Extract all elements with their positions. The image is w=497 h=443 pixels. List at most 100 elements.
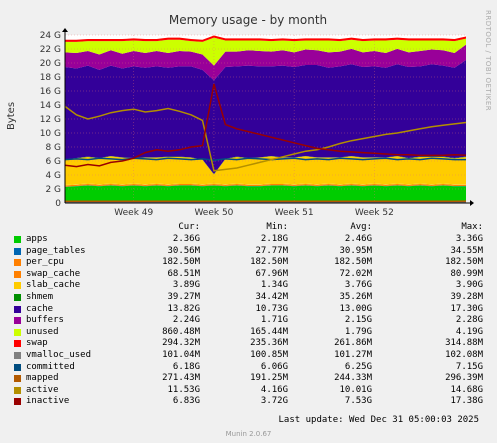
- x-tick-label: Week 50: [194, 208, 233, 218]
- legend-swatch: [14, 317, 21, 325]
- line-active: [64, 105, 467, 172]
- legend-avg: 30.95M: [339, 245, 372, 256]
- y-tick-label: 8 G: [45, 143, 61, 153]
- legend-cur: 2.24G: [172, 315, 200, 326]
- legend-avg: 2.15G: [344, 315, 372, 326]
- memory-chart: Memory usage - by month Bytes 0 2 G 4 G 6 G…: [0, 0, 497, 220]
- y-tick-label: 14 G: [40, 101, 61, 111]
- legend-row-swap: swap 294.32M 235.36M 261.86M 314.88M: [0, 338, 497, 350]
- legend-avg: 7.53G: [344, 396, 372, 407]
- legend-cur: 860.48M: [162, 326, 200, 337]
- area-unused: [65, 37, 466, 66]
- x-tick-label: Week 52: [355, 208, 394, 218]
- stacked-areas: [65, 35, 466, 203]
- line-series: [64, 83, 467, 204]
- legend-row-page_tables: page_tables 30.56M 27.77M 30.95M 34.55M: [0, 246, 497, 258]
- legend-avg: 244.33M: [334, 373, 372, 384]
- legend-avg: 1.79G: [344, 326, 372, 337]
- legend-header-max: Max:: [461, 222, 483, 232]
- legend-row-apps: apps 2.36G 2.18G 2.46G 3.36G: [0, 234, 497, 246]
- legend-max: 182.50M: [445, 257, 483, 268]
- legend-max: 102.08M: [445, 350, 483, 360]
- legend-swatch: [14, 375, 21, 383]
- legend-swatch: [14, 247, 21, 255]
- legend-max: 2.28G: [455, 315, 483, 326]
- legend-swatch: [14, 259, 21, 267]
- legend-avg: 101.27M: [334, 350, 372, 360]
- y-axis-arrow: [62, 28, 68, 32]
- legend-name: committed: [26, 361, 75, 372]
- area-page_tables: [65, 185, 466, 187]
- legend-avg: 261.86M: [334, 338, 372, 349]
- legend-min: 27.77M: [255, 245, 288, 256]
- y-tick-label: 6 G: [45, 157, 61, 167]
- rrdtool-watermark: RRDTOOL / TOBI OETIKER: [484, 10, 492, 112]
- y-tick-label: 22 G: [40, 45, 61, 55]
- legend-row-unused: unused 860.48M 165.44M 1.79G 4.19G: [0, 327, 497, 339]
- legend-max: 17.38G: [450, 396, 483, 407]
- legend-min: 1.71G: [260, 315, 288, 326]
- y-tick-label: 10 G: [40, 129, 61, 139]
- legend-name: shmem: [26, 292, 54, 302]
- legend-cur: 182.50M: [162, 257, 200, 268]
- legend-min: 182.50M: [250, 257, 288, 268]
- legend-cur: 294.32M: [162, 338, 200, 349]
- legend-avg: 35.26M: [339, 292, 372, 302]
- legend-avg: 72.02M: [339, 268, 372, 279]
- grid-lines: [65, 34, 466, 204]
- legend-min: 4.16G: [260, 384, 288, 395]
- legend-avg: 182.50M: [334, 257, 372, 268]
- legend-avg: 6.25G: [344, 361, 372, 372]
- legend-swatch: [14, 305, 21, 313]
- legend-name: inactive: [26, 396, 70, 407]
- area-apps: [65, 185, 466, 203]
- legend-swatch: [14, 363, 21, 371]
- area-per_cpu: [65, 184, 466, 187]
- legend-row-active: active 11.53G 4.16G 10.01G 14.68G: [0, 385, 497, 397]
- legend-row-mapped: mapped 271.43M 191.25M 244.33M 296.39M: [0, 373, 497, 385]
- area-swap: [65, 35, 466, 42]
- legend-max: 3.90G: [455, 280, 483, 291]
- legend-min: 165.44M: [250, 326, 288, 337]
- legend-name: cache: [26, 303, 54, 314]
- legend-row-buffers: buffers 2.24G 1.71G 2.15G 2.28G: [0, 315, 497, 327]
- legend-avg: 10.01G: [339, 384, 372, 395]
- legend-swatch: [14, 352, 21, 359]
- legend-max: 4.19G: [455, 326, 483, 337]
- legend-row-committed: committed 6.18G 6.06G 6.25G 7.15G: [0, 362, 497, 374]
- legend-cur: 101.04M: [162, 350, 200, 360]
- legend-swatch: [14, 340, 21, 348]
- legend-header-min: Min:: [266, 222, 288, 232]
- y-tick-label: 16 G: [40, 87, 61, 97]
- legend-name: page_tables: [26, 245, 86, 256]
- legend-name: per_cpu: [26, 257, 64, 268]
- legend-row-swap_cache: swap_cache 68.51M 67.96M 72.02M 80.99M: [0, 269, 497, 281]
- y-tick-label: 20 G: [40, 59, 61, 69]
- y-axis-ticks: 0 2 G 4 G 6 G 8 G 10 G 12 G 14 G 16 G 18 G 20 G 22 …: [40, 31, 62, 209]
- legend-name: swap_cache: [26, 268, 81, 279]
- legend-swatch: [14, 236, 21, 243]
- legend-min: 191.25M: [250, 373, 288, 384]
- legend-max: 34.55M: [450, 245, 483, 256]
- legend-cur: 6.83G: [172, 396, 200, 407]
- x-tick-label: Week 51: [275, 208, 314, 218]
- legend-cur: 68.51M: [167, 268, 200, 279]
- last-update: Last update: Wed Dec 31 05:00:03 2025: [278, 415, 479, 425]
- legend-min: 2.18G: [260, 234, 288, 244]
- y-tick-label: 0: [55, 199, 61, 209]
- legend-avg: 2.46G: [344, 234, 372, 244]
- legend-cur: 13.82G: [167, 303, 200, 314]
- legend-min: 34.42M: [255, 292, 288, 302]
- legend-min: 6.06G: [260, 361, 288, 372]
- legend-row-per_cpu: per_cpu 182.50M 182.50M 182.50M 182.50M: [0, 257, 497, 269]
- y-axis-label: Bytes: [6, 102, 17, 130]
- legend-avg: 3.76G: [344, 280, 372, 291]
- legend-header-cur: Cur:: [178, 222, 200, 232]
- area-swap_cache: [65, 183, 466, 186]
- munin-version: Munin 2.0.67: [225, 430, 272, 438]
- legend-avg: 13.00G: [339, 303, 372, 314]
- legend-name: buffers: [26, 315, 64, 326]
- legend-max: 314.88M: [445, 338, 483, 349]
- legend-name: apps: [26, 234, 48, 244]
- legend-cur: 30.56M: [167, 245, 200, 256]
